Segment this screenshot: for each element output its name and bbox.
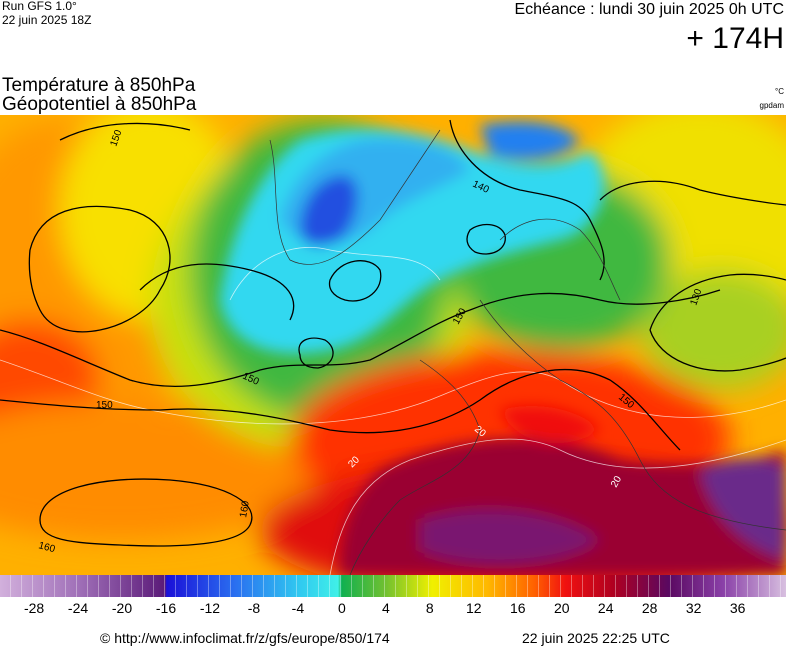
footer-date: 22 juin 2025 22:25 UTC bbox=[522, 630, 670, 646]
colorbar-tick-label: 12 bbox=[466, 600, 482, 616]
run-date: 22 juin 2025 18Z bbox=[2, 13, 91, 27]
colorbar-tick-label: 36 bbox=[730, 600, 746, 616]
colorbar-tick-label: 4 bbox=[382, 600, 390, 616]
colorbar-tick-label: -24 bbox=[68, 600, 88, 616]
colorbar-tick-label: 8 bbox=[426, 600, 434, 616]
footer-url: © http://www.infoclimat.fr/z/gfs/europe/… bbox=[100, 630, 390, 646]
run-label: Run GFS 1.0° bbox=[2, 0, 77, 13]
colorbar-tick-label: -20 bbox=[112, 600, 132, 616]
title-temp: Température à 850hPa bbox=[2, 75, 196, 96]
colorbar-tick-label: -4 bbox=[292, 600, 305, 616]
colorbar-tick-label: 16 bbox=[510, 600, 526, 616]
map: 150 150 150 150 150 140 130 160 160 20 2… bbox=[0, 115, 786, 575]
colorbar-steps bbox=[0, 575, 786, 597]
colorbar-tick-label: -12 bbox=[200, 600, 220, 616]
contour-label: 160 bbox=[238, 500, 252, 519]
colorbar bbox=[0, 575, 786, 597]
contour-label: 160 bbox=[37, 540, 56, 555]
isotherm-label: 20 bbox=[609, 474, 624, 490]
lead-time: + 174H bbox=[686, 22, 784, 55]
colorbar-tick-label: 0 bbox=[338, 600, 346, 616]
valid-time: Echéance : lundi 30 juin 2025 0h UTC bbox=[514, 1, 784, 18]
unit-temp: °C bbox=[775, 87, 784, 96]
colorbar-tick-label: 28 bbox=[642, 600, 658, 616]
colorbar-tick-label: -8 bbox=[248, 600, 261, 616]
title-geo: Géopotentiel à 850hPa bbox=[2, 94, 197, 115]
colorbar-tick-label: -16 bbox=[156, 600, 176, 616]
unit-geo: gpdam bbox=[760, 101, 785, 110]
colorbar-tick-label: 24 bbox=[598, 600, 614, 616]
colorbar-tick-label: 32 bbox=[686, 600, 702, 616]
colorbar-tick-label: 20 bbox=[554, 600, 570, 616]
contour-label: 150 bbox=[96, 400, 113, 411]
colorbar-tick-label: -28 bbox=[24, 600, 44, 616]
